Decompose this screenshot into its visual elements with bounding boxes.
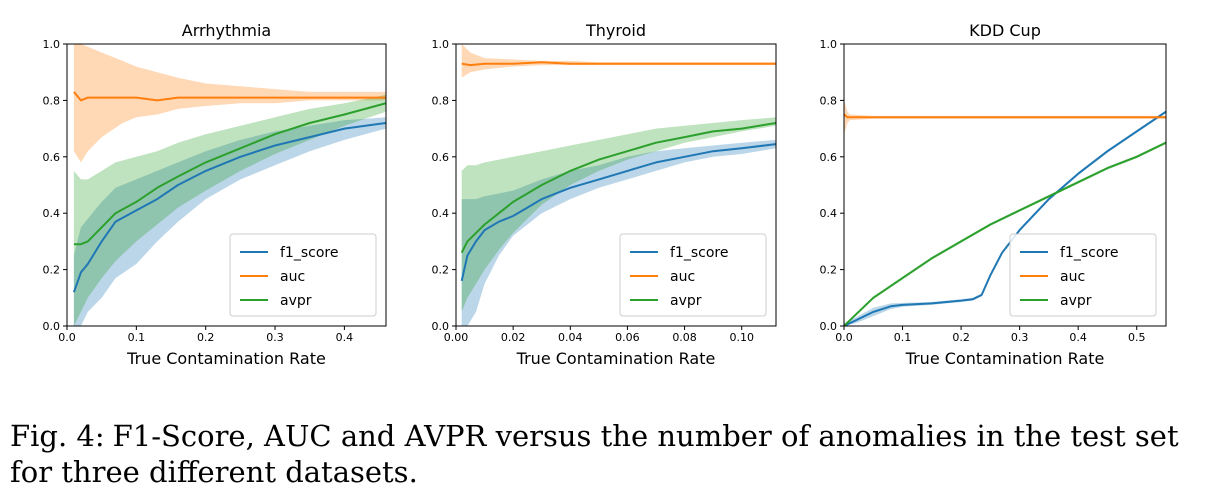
- line-auc: [844, 113, 1166, 119]
- plot-area: [844, 100, 1166, 326]
- x-axis-label: True Contamination Rate: [516, 349, 716, 368]
- caption-text: F1-Score, AUC and AVPR versus the number…: [10, 419, 1179, 489]
- legend-label-avpr: avpr: [1060, 293, 1092, 309]
- legend-box: [229, 233, 377, 317]
- band-avpr: [461, 117, 776, 312]
- legend-label-avpr: avpr: [670, 293, 702, 309]
- y-tick-label: 0.8: [43, 94, 61, 107]
- plot-area: [460, 44, 776, 326]
- x-tick-label: 0.4: [336, 331, 354, 344]
- y-tick-label: 0.4: [43, 207, 61, 220]
- chart-panel-2: 0.00 0.02 0.04 0.06 0.08 0.10 0.0 0.2 0.4 0.6 0.8 1…: [432, 21, 777, 368]
- x-tick-label: 0.08: [672, 331, 697, 344]
- y-tick-label: 0.2: [820, 264, 838, 277]
- chart-title: Arrhythmia: [182, 21, 271, 40]
- line-f1_score: [460, 143, 776, 282]
- axes-frame: [843, 43, 1167, 327]
- y-tick-label: 0.0: [432, 320, 450, 333]
- x-tick-label: 0.1: [894, 331, 912, 344]
- caption-label: Fig. 4:: [10, 419, 105, 453]
- band-auc: [461, 44, 776, 78]
- legend-label-f1_score: f1_score: [670, 245, 728, 261]
- y-tick-label: 0.4: [820, 207, 838, 220]
- legend-label-f1_score: f1_score: [1060, 245, 1118, 261]
- line-avpr: [844, 141, 1166, 326]
- x-tick-label: 0.5: [1128, 331, 1146, 344]
- figure-charts: 0.0 0.1 0.2 0.3 0.4 0.0 0.2 0.4 0.6 0.8 1.0 Arrhyth…: [43, 21, 1167, 368]
- line-auc: [73, 91, 386, 102]
- y-tick-label: 0.8: [432, 94, 450, 107]
- legend-label-f1_score: f1_score: [280, 245, 338, 261]
- x-tick-label: 0.02: [501, 331, 526, 344]
- y-tick-label: 1.0: [820, 38, 838, 51]
- x-tick-label: 0.2: [952, 331, 970, 344]
- plot-area: [72, 44, 386, 326]
- x-tick-label: 0.0: [58, 331, 76, 344]
- y-tick-label: 0.2: [43, 264, 61, 277]
- x-tick-label: 0.0: [835, 331, 853, 344]
- x-tick-label: 0.2: [197, 331, 215, 344]
- legend-label-auc: auc: [1060, 269, 1085, 285]
- line-avpr: [460, 122, 776, 254]
- band-f1_score: [73, 117, 386, 326]
- y-tick-label: 1.0: [432, 38, 450, 51]
- legend-box: [1009, 233, 1157, 317]
- y-tick-label: 0.0: [43, 320, 61, 333]
- axes-frame: [66, 43, 387, 327]
- x-tick-label: 0.10: [729, 331, 754, 344]
- x-axis-label: True Contamination Rate: [905, 349, 1105, 368]
- y-tick-label: 0.0: [820, 320, 838, 333]
- legend-box: [619, 233, 767, 317]
- x-tick-label: 0.00: [444, 331, 469, 344]
- y-tick-label: 1.0: [43, 38, 61, 51]
- y-tick-label: 0.2: [432, 264, 450, 277]
- axes-frame: [455, 43, 777, 327]
- line-avpr: [73, 102, 386, 246]
- y-tick-label: 0.8: [820, 94, 838, 107]
- chart-panel-3: 0.0 0.1 0.2 0.3 0.4 0.5 0.0 0.2 0.4 0.6 0.8 1.0 KDD …: [820, 21, 1167, 368]
- chart-title: KDD Cup: [969, 21, 1041, 40]
- y-tick-label: 0.4: [432, 207, 450, 220]
- band-auc: [73, 44, 386, 163]
- y-tick-label: 0.6: [820, 151, 838, 164]
- line-auc: [461, 61, 776, 67]
- line-f1_score: [844, 110, 1166, 326]
- legend-label-avpr: avpr: [280, 293, 312, 309]
- x-tick-label: 0.3: [266, 331, 284, 344]
- x-tick-label: 0.06: [615, 331, 640, 344]
- chart-title: Thyroid: [585, 21, 646, 40]
- x-tick-label: 0.04: [558, 331, 583, 344]
- x-axis-label: True Contamination Rate: [126, 349, 326, 368]
- legend-label-auc: auc: [280, 269, 305, 285]
- line-f1_score: [72, 122, 386, 293]
- legend-label-auc: auc: [670, 269, 695, 285]
- chart-panel-1: 0.0 0.1 0.2 0.3 0.4 0.0 0.2 0.4 0.6 0.8 1.0 Arrhyth…: [43, 21, 387, 368]
- x-tick-label: 0.4: [1069, 331, 1087, 344]
- x-tick-label: 0.1: [128, 331, 146, 344]
- y-tick-label: 0.6: [43, 151, 61, 164]
- y-tick-label: 0.6: [432, 151, 450, 164]
- figure-caption: Fig. 4: F1-Score, AUC and AVPR versus the…: [10, 418, 1205, 490]
- x-tick-label: 0.3: [1011, 331, 1029, 344]
